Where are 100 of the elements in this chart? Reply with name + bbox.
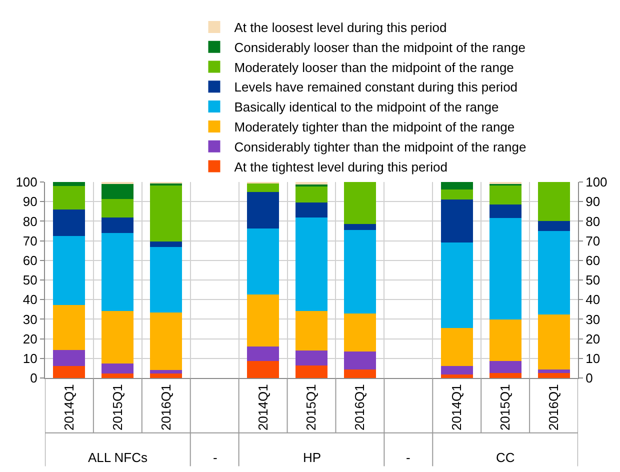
bar bbox=[296, 350, 328, 366]
bar bbox=[102, 363, 134, 374]
y-tick-label: 70 bbox=[22, 233, 38, 248]
y-tick-label: 30 bbox=[22, 312, 38, 327]
bar bbox=[102, 217, 134, 233]
bar bbox=[489, 186, 522, 204]
bar bbox=[247, 184, 280, 192]
bar bbox=[489, 204, 522, 218]
x-tick-label: 2015Q1 bbox=[304, 384, 319, 430]
bar bbox=[538, 221, 570, 231]
y2-tick-label: 100 bbox=[586, 174, 608, 190]
bar bbox=[150, 247, 182, 312]
y-tick-label: 100 bbox=[16, 174, 38, 190]
x-tick-label: 2016Q1 bbox=[546, 384, 561, 430]
text: HP bbox=[303, 450, 322, 465]
bar bbox=[344, 370, 376, 378]
bar bbox=[247, 361, 280, 378]
text: - bbox=[406, 450, 410, 465]
bar bbox=[489, 319, 522, 361]
x-tick-label: 2016Q1 bbox=[158, 384, 174, 430]
x-tick-label: 2014Q1 bbox=[449, 384, 464, 430]
bar bbox=[538, 369, 570, 374]
legend-label: Considerably looser than the midpoint of the range bbox=[234, 40, 526, 55]
bar bbox=[53, 209, 86, 236]
text: ALL NFCs bbox=[88, 450, 148, 465]
y-tick-label: 50 bbox=[22, 272, 38, 288]
bar bbox=[344, 230, 376, 314]
y2-tick-label: 60 bbox=[586, 252, 600, 268]
bar bbox=[150, 374, 182, 378]
y2-tick-label: 30 bbox=[586, 312, 600, 327]
legend-label: Basically identical to the midpoint of the range bbox=[234, 100, 499, 115]
bar bbox=[344, 224, 376, 230]
bar bbox=[296, 217, 328, 311]
bar bbox=[344, 182, 376, 224]
bar bbox=[102, 232, 134, 311]
x-tick-label: 2015Q1 bbox=[110, 384, 125, 430]
y-tick-label: 80 bbox=[22, 214, 38, 229]
x-tick-label: 2014Q1 bbox=[61, 384, 76, 430]
bar bbox=[538, 182, 570, 222]
bar bbox=[247, 192, 280, 228]
y2-tick-label: 20 bbox=[586, 331, 600, 346]
y-tick-label: 0 bbox=[30, 370, 38, 386]
bar bbox=[247, 228, 280, 294]
y2-tick-label: 50 bbox=[586, 272, 600, 288]
bar bbox=[150, 370, 182, 374]
y2-tick-label: 90 bbox=[586, 194, 600, 210]
x-tick-label: 2016Q1 bbox=[352, 384, 368, 430]
bar bbox=[440, 242, 473, 328]
bar bbox=[53, 366, 86, 378]
bar bbox=[102, 184, 134, 200]
bar bbox=[440, 199, 473, 242]
bar bbox=[247, 346, 280, 362]
bar bbox=[440, 328, 473, 366]
bar bbox=[440, 366, 473, 374]
bar bbox=[489, 373, 522, 378]
bar bbox=[102, 199, 134, 218]
bar bbox=[538, 373, 570, 378]
bar bbox=[344, 314, 376, 352]
bar bbox=[489, 360, 522, 374]
y2-tick-label: 70 bbox=[586, 233, 600, 248]
bar bbox=[538, 314, 570, 370]
bar bbox=[150, 186, 182, 242]
legend-label: Moderately looser than the midpoint of the range bbox=[234, 60, 514, 75]
x-tick-label: 2014Q1 bbox=[255, 384, 270, 430]
bar bbox=[247, 294, 280, 347]
bar bbox=[296, 202, 328, 218]
bar bbox=[440, 189, 473, 200]
legend-label: At the tightest level during this period bbox=[234, 159, 448, 174]
bar bbox=[53, 186, 86, 210]
y2-tick-label: 80 bbox=[586, 214, 600, 229]
bar bbox=[53, 182, 86, 186]
text: - bbox=[213, 450, 218, 465]
y2-tick-label: 0 bbox=[586, 370, 593, 386]
y-tick-label: 10 bbox=[22, 350, 38, 366]
bar bbox=[296, 365, 328, 378]
legend-label: At the loosest level during this period bbox=[234, 20, 447, 36]
legend-label: Considerably tighter than the midpoint of the range bbox=[234, 139, 526, 154]
bar bbox=[53, 236, 86, 305]
bar bbox=[489, 218, 522, 320]
bar bbox=[150, 312, 182, 370]
y-tick-label: 20 bbox=[22, 331, 38, 346]
bar bbox=[296, 182, 328, 185]
bar bbox=[440, 374, 473, 378]
bar bbox=[296, 186, 328, 203]
bar bbox=[102, 310, 134, 364]
bar bbox=[296, 310, 328, 350]
bar bbox=[53, 350, 86, 366]
bar bbox=[344, 352, 376, 370]
bar bbox=[440, 182, 473, 190]
y-tick-label: 40 bbox=[22, 292, 38, 308]
y2-tick-label: 10 bbox=[586, 350, 600, 366]
x-tick-label: 2015Q1 bbox=[498, 384, 513, 430]
bar bbox=[102, 374, 134, 378]
y-tick-label: 90 bbox=[22, 194, 38, 210]
y2-tick-label: 40 bbox=[586, 292, 600, 308]
legend-label: Levels have remained constant during this period bbox=[234, 80, 518, 95]
bar bbox=[538, 230, 570, 314]
text: CC bbox=[496, 450, 515, 465]
y-tick-label: 60 bbox=[22, 252, 38, 268]
bar bbox=[150, 241, 182, 248]
